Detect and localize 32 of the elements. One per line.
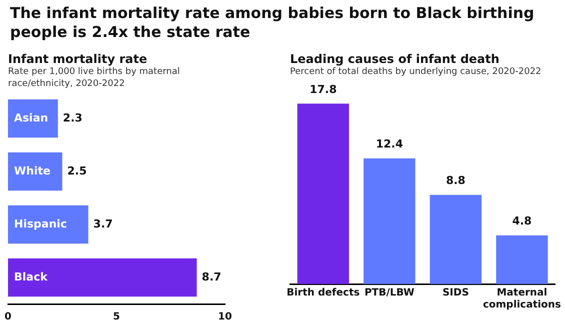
- chart-title: Infant mortality rate: [8, 52, 148, 66]
- x-tick-label: 5: [113, 312, 120, 323]
- data-label: 17.8: [310, 83, 337, 96]
- bar: [297, 104, 349, 284]
- bar: [8, 258, 197, 297]
- x-tick-label: SIDS: [442, 288, 469, 299]
- x-tick-label: 0: [4, 312, 12, 323]
- y-tick-label: Hispanic: [14, 217, 67, 230]
- data-label: 4.8: [512, 214, 532, 228]
- chart-subtitle: Rate per 1,000 live births by maternal race/ethnicity, 2020-2022: [8, 66, 181, 90]
- data-label: 3.7: [93, 217, 113, 230]
- chart-subtitle: Percent of total deaths by underlying cause, 2020-2022: [290, 66, 542, 78]
- x-tick-label: 10: [218, 312, 232, 323]
- x-tick-label: PTB/LBW: [364, 288, 414, 299]
- bar: [8, 99, 58, 138]
- bar: [8, 152, 62, 191]
- bar: [8, 205, 88, 244]
- bar: [496, 235, 548, 284]
- bar: [364, 158, 416, 284]
- y-tick-label: Black: [14, 270, 48, 284]
- x-tick-label: Maternal complications: [482, 288, 562, 311]
- y-tick-label: White: [14, 164, 50, 178]
- x-tick-label: Birth defects: [286, 288, 360, 299]
- data-label: 12.4: [376, 138, 404, 151]
- chart-title: Leading causes of infant death: [290, 52, 500, 66]
- y-tick-label: Asian: [14, 111, 48, 124]
- data-label: 8.7: [202, 270, 222, 284]
- bar: [430, 194, 482, 284]
- data-label: 2.3: [62, 111, 82, 124]
- text: The infant mortality rate among babies born to Black birthing people is 2.4x the state rate: [10, 4, 536, 42]
- data-label: 8.8: [446, 174, 466, 188]
- data-label: 2.5: [67, 164, 87, 178]
